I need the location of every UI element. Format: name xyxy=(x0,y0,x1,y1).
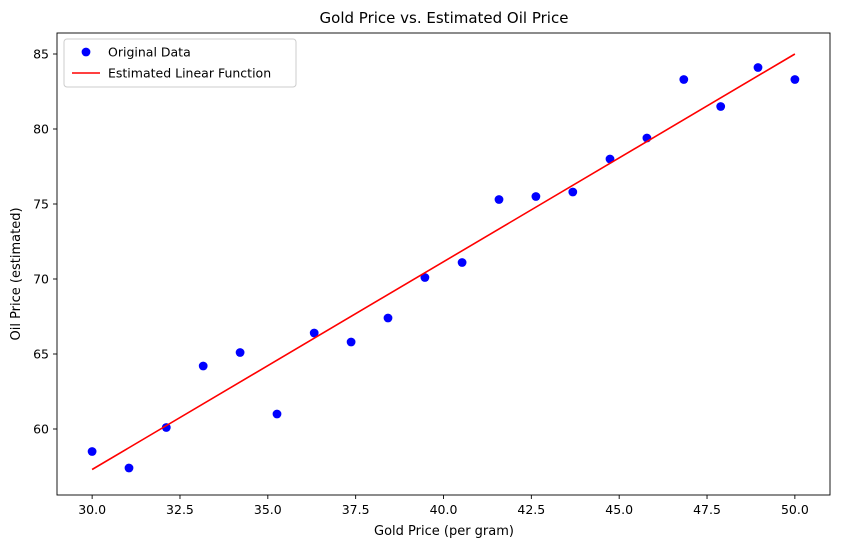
y-tick-label: 85 xyxy=(33,47,49,62)
data-point-6 xyxy=(309,328,319,338)
data-point-16 xyxy=(679,75,689,84)
legend-label: Original Data xyxy=(108,45,191,60)
x-tick-label: 37.5 xyxy=(342,502,370,517)
chart-title: Gold Price vs. Estimated Oil Price xyxy=(320,9,569,27)
legend: Original Data Estimated Linear Function xyxy=(63,38,297,88)
plot-area xyxy=(56,32,831,496)
legend-label: Estimated Linear Function xyxy=(108,66,271,81)
data-point-9 xyxy=(420,273,430,282)
y-tick-label: 60 xyxy=(33,422,49,437)
series-line-1 xyxy=(91,53,796,471)
data-point-11 xyxy=(494,195,504,204)
x-tick-label: 32.5 xyxy=(166,502,194,517)
data-point-2 xyxy=(161,423,171,432)
y-tick-label: 65 xyxy=(33,347,49,362)
data-point-5 xyxy=(272,409,282,419)
data-point-19 xyxy=(790,75,800,84)
data-point-0 xyxy=(87,447,97,456)
data-point-12 xyxy=(531,192,541,201)
data-point-7 xyxy=(346,337,356,347)
x-tick-label: 40.0 xyxy=(430,502,458,517)
data-point-1 xyxy=(124,463,134,473)
y-tick-label: 75 xyxy=(33,197,49,212)
y-tick-label: 70 xyxy=(33,272,49,287)
data-point-3 xyxy=(198,361,208,371)
data-point-8 xyxy=(383,313,393,323)
data-point-4 xyxy=(235,348,245,357)
y-tick-label: 80 xyxy=(33,122,49,137)
x-tick-label: 47.5 xyxy=(693,502,721,517)
y-axis-label: Oil Price (estimated) xyxy=(9,207,24,340)
data-point-10 xyxy=(457,258,467,267)
x-tick-label: 50.0 xyxy=(781,502,809,517)
data-point-17 xyxy=(716,102,726,111)
x-tick-label: 45.0 xyxy=(605,502,633,517)
legend-box xyxy=(63,38,297,88)
x-tick-label: 30.0 xyxy=(78,502,106,517)
legend-marker-swatch xyxy=(81,47,91,57)
x-tick-label: 35.0 xyxy=(254,502,282,517)
data-point-13 xyxy=(568,187,578,197)
data-point-18 xyxy=(753,63,763,72)
x-tick-label: 42.5 xyxy=(517,502,545,517)
ticks: 30.0 32.5 35.0 37.5 40.0 42.5 45.0 47.5 50.0 60 65… xyxy=(33,47,809,518)
x-axis-label: Gold Price (per gram) xyxy=(374,524,514,539)
